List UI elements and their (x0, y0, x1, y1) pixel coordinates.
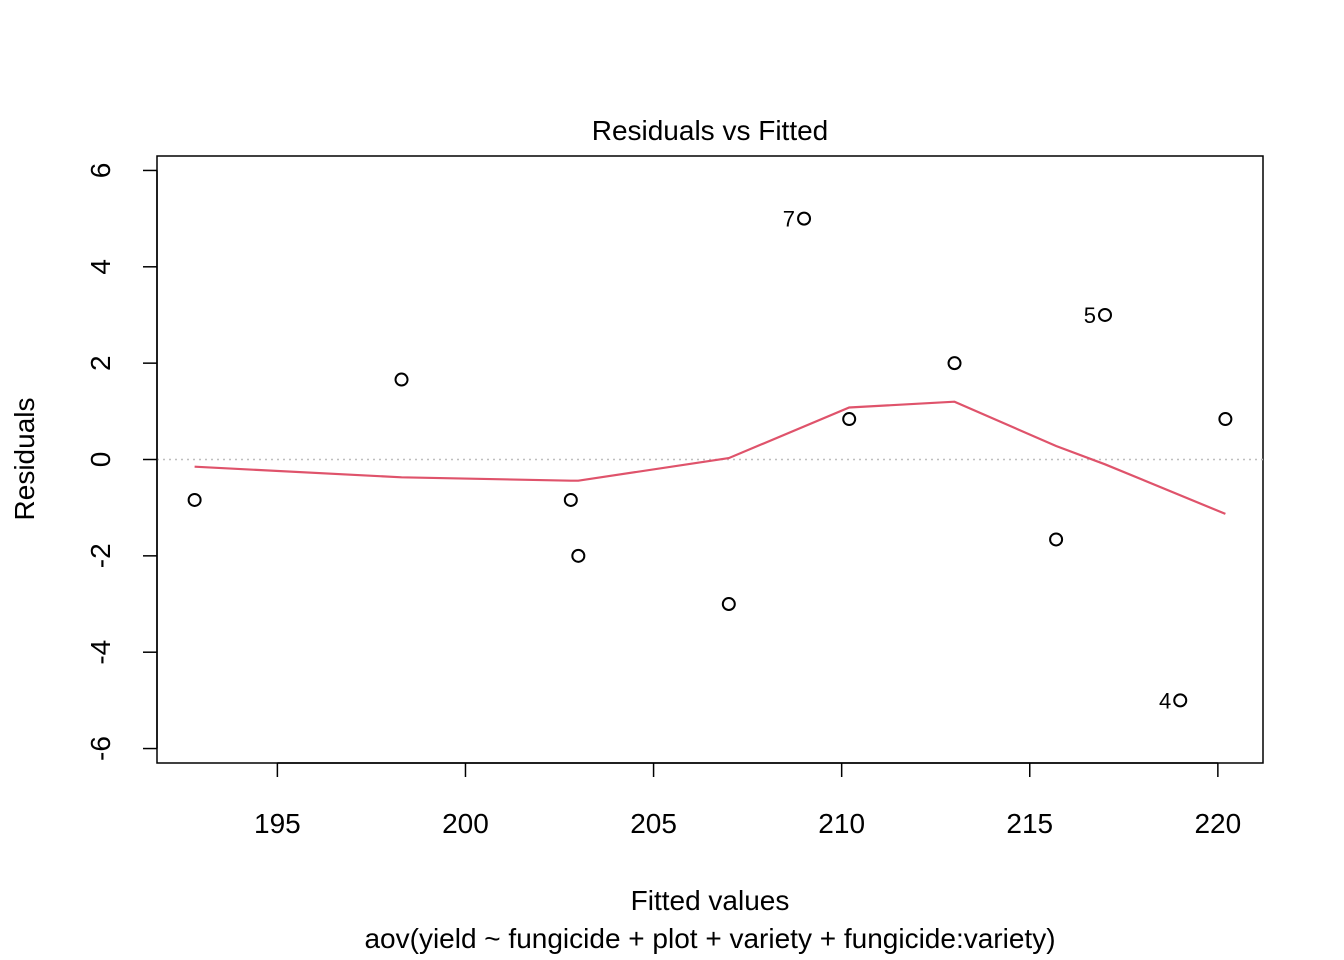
data-point (187, 492, 202, 507)
x-tick-label: 215 (1006, 808, 1053, 839)
data-point (947, 356, 962, 371)
x-tick-label: 220 (1194, 808, 1241, 839)
smooth-line-group (194, 400, 1226, 515)
data-point (394, 372, 409, 387)
x-axis: 195 200 205 210 215 220 (254, 762, 1241, 839)
y-axis-label: Residuals (9, 398, 40, 521)
y-tick-label: 4 (85, 259, 116, 275)
data-point (842, 412, 857, 427)
model-formula-caption: aov(yield ~ fungicide + plot + variety +… (364, 923, 1055, 954)
y-tick-label: 6 (85, 163, 116, 179)
y-axis: -6 -4 -2 0 2 4 6 (85, 163, 158, 761)
point-label: 7 (783, 207, 795, 232)
x-tick-label: 195 (254, 808, 301, 839)
y-tick-label: -4 (85, 640, 116, 665)
data-point (571, 548, 586, 563)
data-point (563, 492, 578, 507)
chart-title: Residuals vs Fitted (592, 115, 829, 146)
x-axis-label: Fitted values (631, 885, 790, 916)
y-tick-label: 0 (85, 452, 116, 468)
x-tick-label: 200 (442, 808, 489, 839)
data-point (721, 597, 736, 612)
x-tick-label: 210 (818, 808, 865, 839)
data-point (1218, 412, 1233, 427)
y-tick-label: -6 (85, 736, 116, 761)
data-point (1049, 532, 1064, 547)
data-point (1098, 307, 1112, 322)
point-label: 5 (1084, 303, 1096, 328)
x-tick-label: 205 (630, 808, 677, 839)
data-points-group: 7 5 4 (187, 207, 1233, 713)
point-label: 4 (1159, 688, 1171, 713)
data-point (797, 211, 812, 226)
smooth-line (194, 400, 1226, 515)
y-tick-label: 2 (85, 355, 116, 371)
data-point (1173, 693, 1188, 708)
y-tick-label: -2 (85, 543, 116, 568)
